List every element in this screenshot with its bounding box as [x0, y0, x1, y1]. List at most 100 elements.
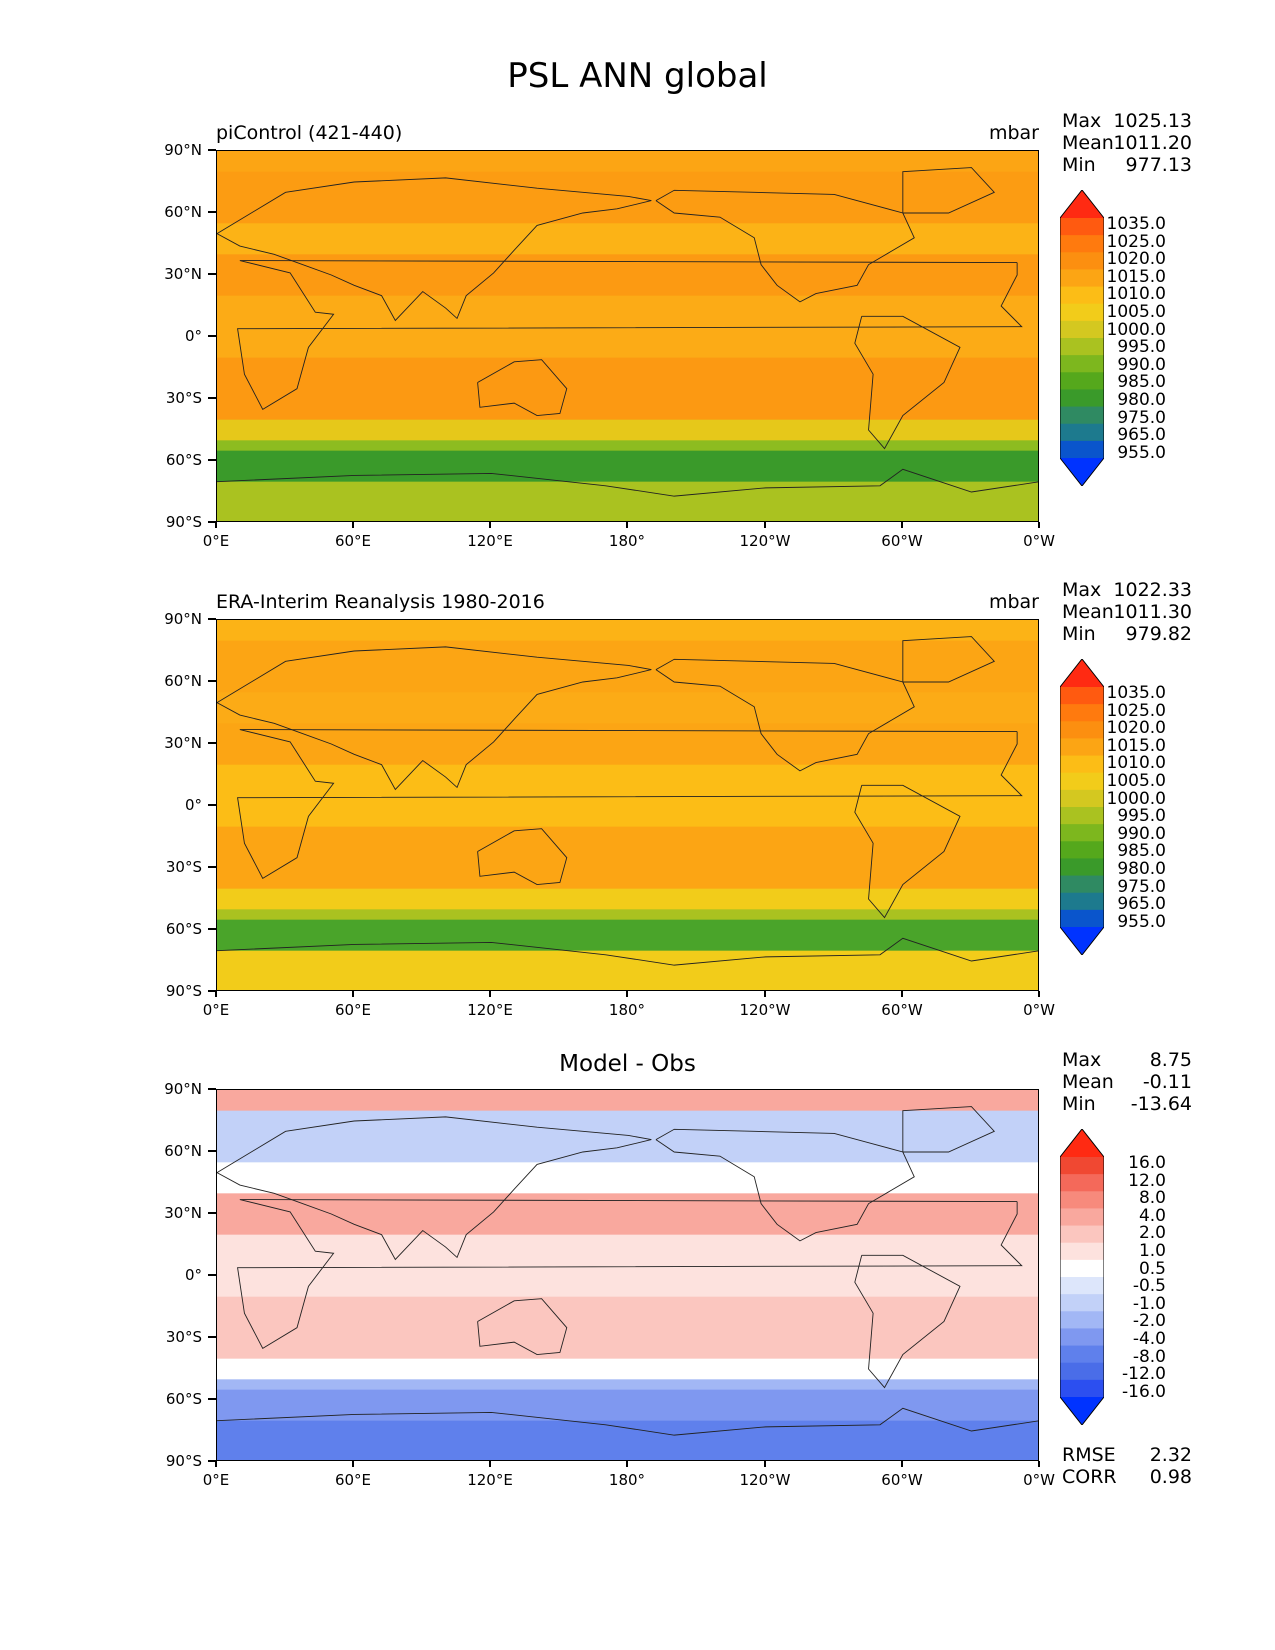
stat-label: Mean	[1062, 601, 1114, 623]
panel-model-minus-obs: Model - Obs 90°N 60°N 30°N 0° 30°S 60°S …	[0, 1049, 1275, 1531]
coastline	[237, 260, 1023, 410]
lat-tick-mark	[208, 804, 216, 806]
lat-tick-label: 30°S	[165, 389, 202, 407]
colorbar-swatch	[1060, 372, 1104, 390]
field-band	[217, 1296, 1038, 1360]
panel-title: piControl (421-440)	[216, 122, 403, 144]
lon-tick-label: 180°	[608, 1001, 646, 1019]
colorbar-swatch	[1060, 1191, 1104, 1209]
lon-tick-label: 120°E	[467, 1001, 513, 1019]
field-band	[217, 950, 1038, 990]
colorbar-label: 12.0	[1128, 1171, 1166, 1191]
lon-tick-mark	[901, 522, 903, 528]
colorbar-label: -16.0	[1122, 1382, 1166, 1402]
coastline	[655, 1128, 915, 1242]
colorbar-swatch	[1060, 406, 1104, 425]
colorbar-swatches	[1060, 190, 1104, 486]
colorbar-label: 990.0	[1117, 355, 1166, 375]
lon-tick-mark	[1038, 991, 1040, 997]
colorbar-swatch	[1060, 1157, 1104, 1175]
colorbar-swatch	[1060, 858, 1104, 877]
field-band	[217, 692, 1038, 724]
colorbar-swatch	[1060, 892, 1104, 911]
stat-value: 1011.20	[1113, 132, 1192, 154]
field-band	[217, 919, 1038, 952]
colorbar-label: 4.0	[1138, 1206, 1166, 1226]
lat-tick-label: 30°N	[164, 1204, 202, 1222]
lat-tick-mark	[208, 680, 216, 682]
field-band	[217, 223, 1038, 255]
colorbar-swatch	[1060, 218, 1104, 236]
lon-tick-mark	[352, 522, 354, 528]
lat-tick-label: 90°N	[164, 610, 202, 628]
colorbar-label: 965.0	[1117, 425, 1166, 445]
colorbar-swatch	[1060, 269, 1104, 288]
colorbar-label: -0.5	[1132, 1276, 1166, 1296]
coastline	[217, 1116, 652, 1261]
lat-tick-label: 90°S	[165, 513, 202, 531]
field-band	[217, 171, 1038, 224]
lat-tick-mark	[208, 1088, 216, 1090]
colorbar-label: 16.0	[1128, 1153, 1166, 1173]
lon-tick-mark	[489, 991, 491, 997]
colorbar-swatch	[1060, 252, 1104, 270]
lon-tick-label: 120°W	[739, 532, 791, 550]
field-band	[217, 1090, 1038, 1112]
lat-tick-mark	[208, 397, 216, 399]
lat-tick-label: 30°N	[164, 265, 202, 283]
colorbar-swatch	[1060, 1345, 1104, 1364]
lon-tick-mark	[764, 991, 766, 997]
coastline	[477, 1298, 568, 1355]
lon-tick-label: 60°W	[881, 532, 923, 550]
corr-value: 0.98	[1149, 1466, 1192, 1488]
lon-tick-mark	[626, 1461, 628, 1467]
coastline	[902, 1106, 996, 1153]
lon-tick-label: 120°E	[467, 532, 513, 550]
colorbar-swatch	[1060, 286, 1104, 305]
lon-tick-mark	[489, 1461, 491, 1467]
lon-tick-label: 120°E	[467, 1471, 513, 1489]
colorbar-swatches	[1060, 1129, 1104, 1425]
colorbar-label: 1010.0	[1106, 753, 1166, 773]
colorbar-swatch	[1060, 1277, 1104, 1295]
colorbar-swatch	[1060, 1174, 1104, 1192]
stats-box: Max 1025.13 Mean 1011.20 Min 977.13	[1062, 110, 1192, 176]
lat-tick-label: 30°S	[165, 1328, 202, 1346]
lat-tick-mark	[208, 273, 216, 275]
lon-tick-label: 0°W	[1023, 532, 1055, 550]
lat-tick-label: 60°N	[164, 672, 202, 690]
lat-tick-label: 90°N	[164, 1080, 202, 1098]
lat-tick-mark	[208, 990, 216, 992]
stat-value: 1025.13	[1113, 110, 1192, 132]
lon-tick-label: 120°W	[739, 1001, 791, 1019]
lat-tick-mark	[208, 335, 216, 337]
lat-tick-label: 60°S	[165, 920, 202, 938]
colorbar-swatch	[1060, 1259, 1104, 1278]
lat-tick-mark	[208, 1274, 216, 1276]
lon-tick-mark	[215, 991, 217, 997]
colorbar-swatch	[1060, 235, 1104, 253]
colorbar-swatch	[1060, 389, 1104, 408]
colorbar-swatch	[1060, 789, 1104, 808]
stat-value: -0.11	[1142, 1071, 1192, 1093]
field-band	[217, 620, 1038, 642]
colorbar-swatch	[1060, 721, 1104, 739]
lon-tick-label: 60°E	[334, 1471, 372, 1489]
colorbar-label: 980.0	[1117, 390, 1166, 410]
panel-title: ERA-Interim Reanalysis 1980-2016	[216, 591, 545, 613]
lon-tick-mark	[1038, 1461, 1040, 1467]
stat-value: 977.13	[1125, 154, 1192, 176]
panel-units: mbar	[988, 122, 1039, 144]
colorbar-label: 985.0	[1117, 841, 1166, 861]
panel-title: Model - Obs	[559, 1051, 696, 1077]
colorbar-swatch	[1060, 841, 1104, 859]
coastline	[217, 468, 1038, 497]
coastline	[237, 1199, 1023, 1349]
colorbar-label: -12.0	[1122, 1364, 1166, 1384]
lon-tick-label: 60°E	[334, 1001, 372, 1019]
colorbar-swatch	[1060, 738, 1104, 757]
colorbar-swatch	[1060, 824, 1104, 842]
stat-value: 979.82	[1125, 623, 1192, 645]
pressure-field	[217, 620, 1038, 990]
rmse-box: RMSE 2.32 CORR 0.98	[1062, 1444, 1192, 1488]
